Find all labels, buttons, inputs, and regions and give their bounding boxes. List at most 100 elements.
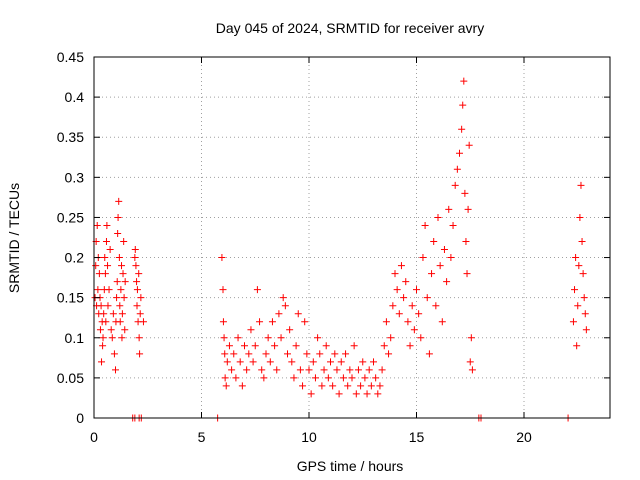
data-point [225, 342, 233, 350]
data-point [425, 350, 433, 358]
data-point [365, 366, 373, 374]
data-point [115, 197, 123, 205]
data-point [137, 294, 145, 302]
data-point [350, 342, 358, 350]
data-point [107, 326, 115, 334]
data-point [440, 246, 448, 254]
data-point [119, 270, 127, 278]
data-point [222, 382, 230, 390]
data-point [573, 342, 581, 350]
data-point [389, 302, 397, 310]
data-point [102, 238, 110, 246]
data-point [376, 382, 384, 390]
data-point [337, 358, 345, 366]
data-point [309, 358, 317, 366]
data-point [361, 374, 369, 382]
data-point [221, 350, 229, 358]
data-point [402, 278, 410, 286]
data-point [275, 310, 283, 318]
data-point [327, 358, 334, 366]
data-point [136, 310, 144, 318]
data-point [135, 270, 143, 278]
data-point [139, 318, 147, 326]
data-point [576, 213, 584, 221]
data-point [378, 366, 386, 374]
data-point [133, 302, 141, 310]
data-point [251, 342, 259, 350]
data-point [136, 350, 144, 358]
data-point [101, 254, 109, 262]
data-point [582, 326, 590, 334]
data-point [95, 270, 103, 278]
data-point [352, 390, 360, 398]
data-point [581, 310, 589, 318]
data-point [98, 358, 106, 366]
data-point [322, 342, 330, 350]
data-point [404, 318, 412, 326]
data-point [262, 350, 270, 358]
y-tick-label: 0.15 [57, 290, 84, 306]
data-point [387, 334, 395, 342]
data-point [292, 342, 300, 350]
data-point [449, 221, 457, 229]
plot-border [93, 56, 611, 419]
x-axis-label: GPS time / hours [297, 458, 404, 474]
data-point [221, 374, 229, 382]
data-point [106, 246, 114, 254]
data-point [397, 262, 405, 270]
y-tick-label: 0.4 [65, 89, 85, 105]
data-point [303, 350, 311, 358]
data-point [408, 302, 416, 310]
data-point [465, 141, 473, 149]
data-point [348, 374, 356, 382]
data-point [110, 350, 118, 358]
y-tick-label: 0 [76, 410, 84, 426]
data-point [105, 286, 113, 294]
y-tick-label: 0.35 [57, 129, 84, 145]
data-point [434, 213, 442, 221]
data-point [97, 302, 105, 310]
data-point [268, 318, 276, 326]
data-point [307, 390, 315, 398]
data-point [320, 366, 328, 374]
data-point [400, 294, 408, 302]
data-point [230, 350, 238, 358]
data-point [299, 382, 307, 390]
data-point [296, 366, 304, 374]
chart-title: Day 045 of 2024, SRMTID for receiver avr… [216, 20, 484, 36]
data-point [284, 350, 291, 358]
data-point [219, 286, 227, 294]
data-point [118, 262, 126, 270]
data-point [385, 350, 393, 358]
x-tick-label: 10 [301, 429, 317, 445]
data-point [463, 270, 471, 278]
data-point [104, 262, 112, 270]
data-point [316, 350, 324, 358]
data-point [247, 326, 255, 334]
x-tick-label: 0 [90, 429, 98, 445]
data-point [335, 390, 343, 398]
data-point [574, 302, 582, 310]
data-point [468, 366, 476, 374]
grid-lines [94, 57, 610, 418]
data-point [101, 270, 109, 278]
data-point [114, 229, 122, 237]
data-point [430, 238, 438, 246]
data-point [459, 101, 467, 109]
data-point [367, 382, 375, 390]
data-point [344, 382, 352, 390]
data-point [286, 326, 294, 334]
data-point [256, 318, 264, 326]
data-point [572, 254, 580, 262]
data-point [241, 342, 248, 350]
x-tick-label: 20 [516, 429, 532, 445]
data-point [413, 286, 420, 294]
data-point [133, 278, 141, 286]
data-point [372, 374, 380, 382]
data-point [447, 254, 455, 262]
data-point [419, 254, 427, 262]
data-point [245, 350, 253, 358]
axis-ticks: 0 0.05 0.1 0.15 0.2 0.25 0.3 0.35 0.4 0.45 0 5 10 15 2… [57, 49, 610, 445]
data-point [109, 310, 117, 318]
